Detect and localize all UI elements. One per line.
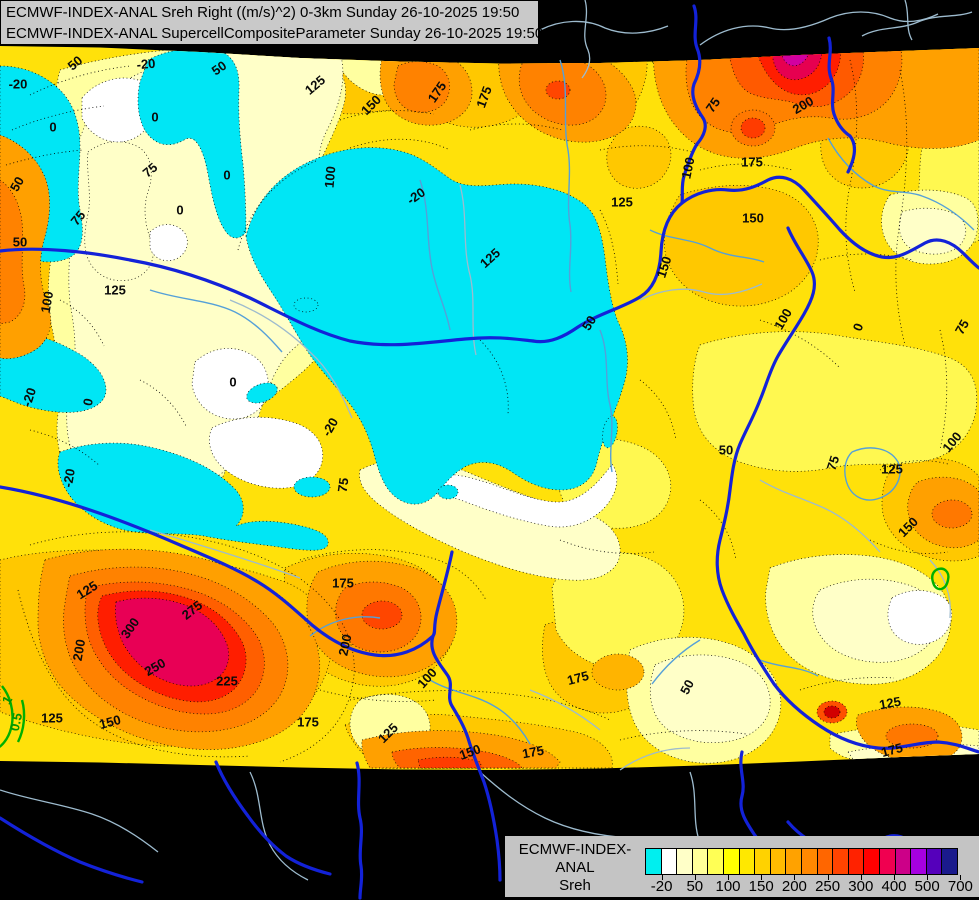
legend-swatch-18 (925, 848, 943, 875)
title-box: ECMWF-INDEX-ANAL Sreh Right ((m/s)^2) 0-… (0, 0, 544, 45)
legend-tick--20 (661, 875, 663, 880)
legend-ticklabel-400: 400 (881, 878, 907, 895)
title-line-2: ECMWF-INDEX-ANAL SupercellCompositeParam… (6, 25, 544, 42)
title-line-1: ECMWF-INDEX-ANAL Sreh Right ((m/s)^2) 0-… (6, 4, 520, 21)
danube-west (0, 247, 535, 347)
legend-ticklabel-150: 150 (748, 878, 774, 895)
filled-contour-field (0, 46, 979, 770)
legend-swatch-17 (910, 848, 927, 875)
legend-ticklabel-500: 500 (914, 878, 940, 895)
legend-swatch-9 (785, 848, 802, 875)
legend-ticklabel-250: 250 (815, 878, 841, 895)
legend-ticklabel--20: -20 (650, 878, 673, 895)
legend-swatch-13 (847, 848, 865, 875)
legend-ticklabel-300: 300 (848, 878, 874, 895)
legend-units: (m/s)^2 (507, 895, 643, 900)
legend-colorbar (645, 848, 977, 875)
river-bottomleft-1 (214, 760, 332, 876)
legend-tick-150 (761, 875, 763, 880)
legend-tick-100 (728, 875, 729, 880)
dotted-contour-texture (5, 59, 949, 763)
legend-swatch-12 (832, 848, 849, 875)
legend-ticklabel-700: 700 (947, 878, 973, 895)
legend: ECMWF-INDEX-ANAL Sreh (m/s)^2 -20 50 100 15… (505, 836, 979, 900)
legend-swatch-6 (738, 848, 756, 875)
legend-tick-500 (927, 875, 929, 880)
river-top-1 (680, 4, 707, 205)
danube-northeast (531, 175, 979, 344)
legend-swatch-0 (645, 848, 662, 875)
legend-swatch-4 (707, 848, 724, 875)
legend-swatch-5 (722, 848, 740, 875)
legend-ticklabel-100: 100 (715, 878, 741, 895)
legend-swatch-16 (894, 848, 912, 875)
legend-ticklabel-50: 50 (686, 878, 704, 895)
legend-swatch-3 (691, 848, 709, 875)
legend-swatch-19 (941, 848, 958, 875)
legend-tick-700 (960, 875, 962, 880)
legend-heading: ECMWF-INDEX-ANAL (518, 841, 632, 876)
legend-swatch-2 (676, 848, 693, 875)
legend-swatch-15 (878, 848, 896, 875)
legend-tick-400 (894, 875, 895, 880)
minor-rivers (149, 59, 975, 745)
danube-south (430, 550, 502, 882)
legend-parameter: Sreh (559, 877, 591, 894)
legend-text-column: ECMWF-INDEX-ANAL Sreh (m/s)^2 (507, 841, 643, 900)
legend-tick-200 (794, 875, 796, 880)
legend-swatch-8 (769, 848, 787, 875)
legend-tick-250 (827, 875, 829, 880)
legend-swatch-14 (863, 848, 880, 875)
legend-swatch-7 (754, 848, 771, 875)
river-top-2 (827, 36, 857, 174)
legend-swatch-11 (816, 848, 834, 875)
legend-tick-300 (860, 875, 862, 880)
legend-swatch-10 (800, 848, 818, 875)
river-bottomleft-2 (0, 816, 144, 884)
supercell-parameter-contours (0, 567, 950, 748)
legend-ticklabel-200: 200 (781, 878, 807, 895)
drava (0, 485, 435, 658)
legend-swatch-1 (660, 848, 678, 875)
tisza (715, 226, 979, 754)
legend-tick-50 (694, 875, 696, 880)
river-bottom-center (355, 761, 364, 900)
